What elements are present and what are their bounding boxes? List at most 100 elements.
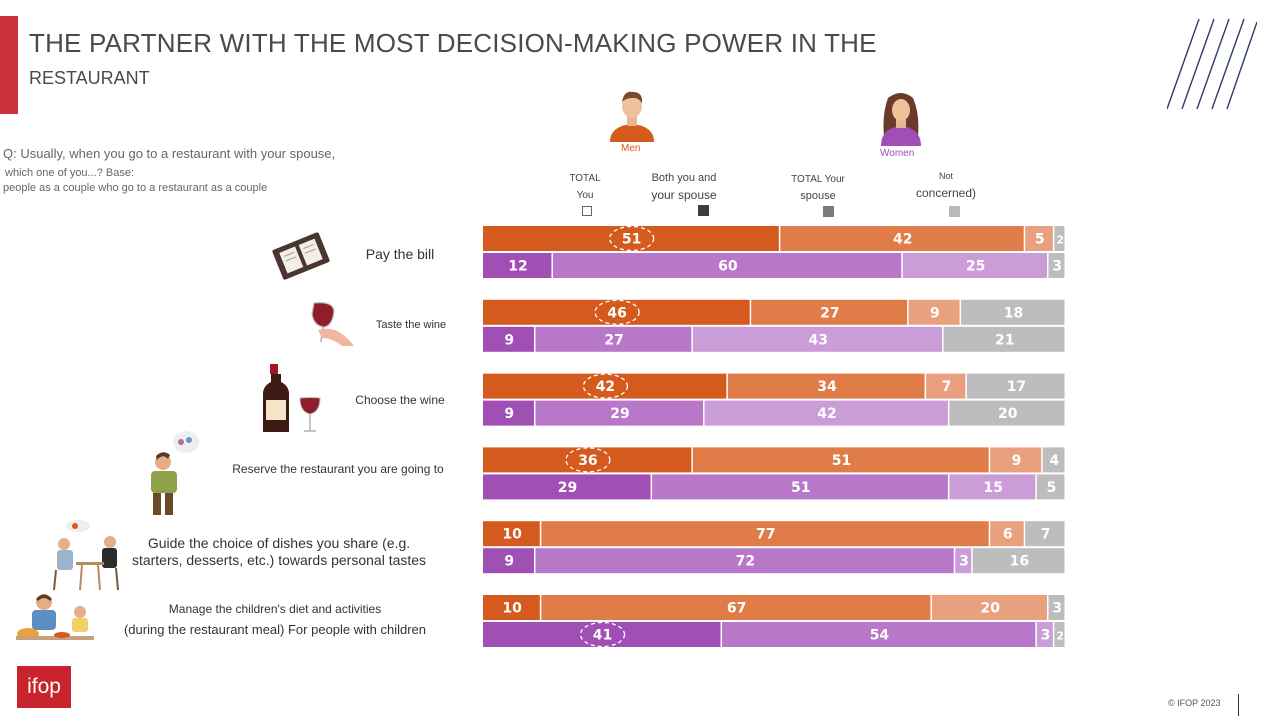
data-label: 36 [578, 453, 597, 469]
data-label: 25 [966, 259, 985, 275]
bar-segment [483, 622, 721, 647]
decorative-lines-icon [1167, 18, 1257, 110]
data-label: 29 [558, 480, 577, 496]
legend-label: Both you and [651, 172, 717, 184]
bar-segment [483, 521, 540, 547]
bar-segment [751, 299, 908, 325]
question-text: Q: Usually, when you go to a restaurant … [3, 146, 336, 161]
bar-segment [552, 253, 902, 278]
person-on-phone-icon [151, 431, 199, 515]
bar-segment [926, 373, 966, 399]
data-label: 9 [1012, 453, 1022, 469]
bar-segment [483, 326, 534, 352]
row-label-text: Pay the bill [365, 246, 435, 262]
men-label: Men [621, 143, 641, 154]
row-label-text: Guide the choice of dishes you share (e.… [147, 535, 411, 551]
base-text-2: people as a couple who go to a restauran… [3, 182, 268, 194]
row-label-reserve: Reserve the restaurant you are going to [218, 461, 458, 478]
bar-segment [780, 226, 1024, 251]
data-label: 5 [1035, 232, 1045, 248]
data-label: 42 [596, 379, 615, 395]
bar-segment [727, 373, 925, 399]
bar-segment [535, 548, 954, 574]
row-label-dishes: Guide the choice of dishes you share (e.… [106, 535, 452, 569]
row-label-text: (during the restaurant meal) For people … [123, 622, 427, 637]
bar-segment [990, 447, 1042, 473]
row-label-children: Manage the children's diet and activitie… [100, 601, 450, 638]
man-avatar-icon [610, 91, 654, 142]
row-label-pay-bill: Pay the bill [330, 246, 470, 263]
highlight-circle [579, 621, 626, 648]
data-label: 4 [1049, 453, 1059, 469]
bar-segment [483, 400, 534, 426]
highlight-circle [565, 447, 611, 473]
data-label: 12 [508, 259, 527, 275]
row-label-text: Manage the children's diet and activitie… [168, 602, 382, 616]
data-label: 77 [756, 527, 775, 543]
data-label: 41 [593, 628, 612, 644]
data-label: 43 [808, 332, 827, 348]
row-label-text: starters, desserts, etc.) towards person… [131, 552, 427, 568]
bar-segment [483, 299, 750, 325]
data-label: 17 [1007, 379, 1026, 395]
legend-label: Not [938, 171, 953, 181]
data-label: 51 [832, 453, 851, 469]
bar-segment [483, 226, 779, 251]
data-label: 51 [791, 480, 810, 496]
legend-swatch [582, 206, 592, 216]
row-label-text: Reserve the restaurant you are going to [232, 462, 444, 476]
bar-segment [1025, 226, 1053, 251]
data-label: 54 [870, 628, 890, 644]
bar-segment [1025, 521, 1065, 547]
data-label: 18 [1004, 305, 1023, 321]
bar-segment [1036, 622, 1053, 647]
row-label-text: Taste the wine [375, 319, 447, 331]
ifop-logo: ifop [17, 666, 71, 708]
legend-label: your spouse [651, 188, 717, 202]
bar-segment [535, 400, 704, 426]
bar-segment [990, 521, 1024, 547]
bar-segment [483, 447, 692, 473]
data-label: 7 [1041, 527, 1051, 543]
data-label: 3 [1052, 259, 1062, 275]
data-label: 16 [1010, 554, 1029, 570]
bar-segment [1054, 622, 1065, 647]
data-label: 20 [998, 406, 1018, 422]
wine-bottle-icon [263, 364, 321, 432]
data-label: 7 [942, 379, 952, 395]
bar-segment [943, 326, 1065, 352]
data-label: 9 [504, 406, 514, 422]
bar-segment [483, 548, 534, 574]
woman-avatar-icon [881, 93, 921, 146]
bar-segment [931, 595, 1048, 620]
data-label: 9 [504, 554, 514, 570]
data-label: 34 [817, 379, 837, 395]
bar-segment [1054, 226, 1065, 251]
women-label: Women [880, 148, 915, 159]
legend-label: concerned) [915, 186, 977, 200]
row-label-choose-wine: Choose the wine [340, 392, 460, 409]
data-label: 6 [1003, 527, 1013, 543]
legend-label: You [576, 190, 594, 201]
legend-item-not-concerned: Not concerned) [910, 168, 982, 202]
highlight-circle [609, 225, 655, 252]
legend-item-total-you: TOTAL You [562, 170, 608, 204]
row-label-text: Choose the wine [355, 393, 445, 407]
legend-label: TOTAL [569, 173, 601, 184]
data-label: 51 [622, 232, 641, 248]
data-label: 67 [727, 601, 746, 617]
data-label: 60 [718, 259, 738, 275]
data-label: 72 [736, 554, 755, 570]
bar-segment [908, 299, 960, 325]
data-label: 27 [820, 305, 839, 321]
page-subtitle: RESTAURANT [29, 68, 150, 88]
data-label: 42 [817, 406, 836, 422]
legend-swatch [949, 206, 960, 217]
legend-swatch [823, 206, 834, 217]
bar-segment [692, 326, 943, 352]
bar-segment [652, 474, 948, 500]
data-label: 9 [504, 332, 514, 348]
data-label: 3 [959, 554, 969, 570]
data-label: 42 [893, 232, 912, 248]
